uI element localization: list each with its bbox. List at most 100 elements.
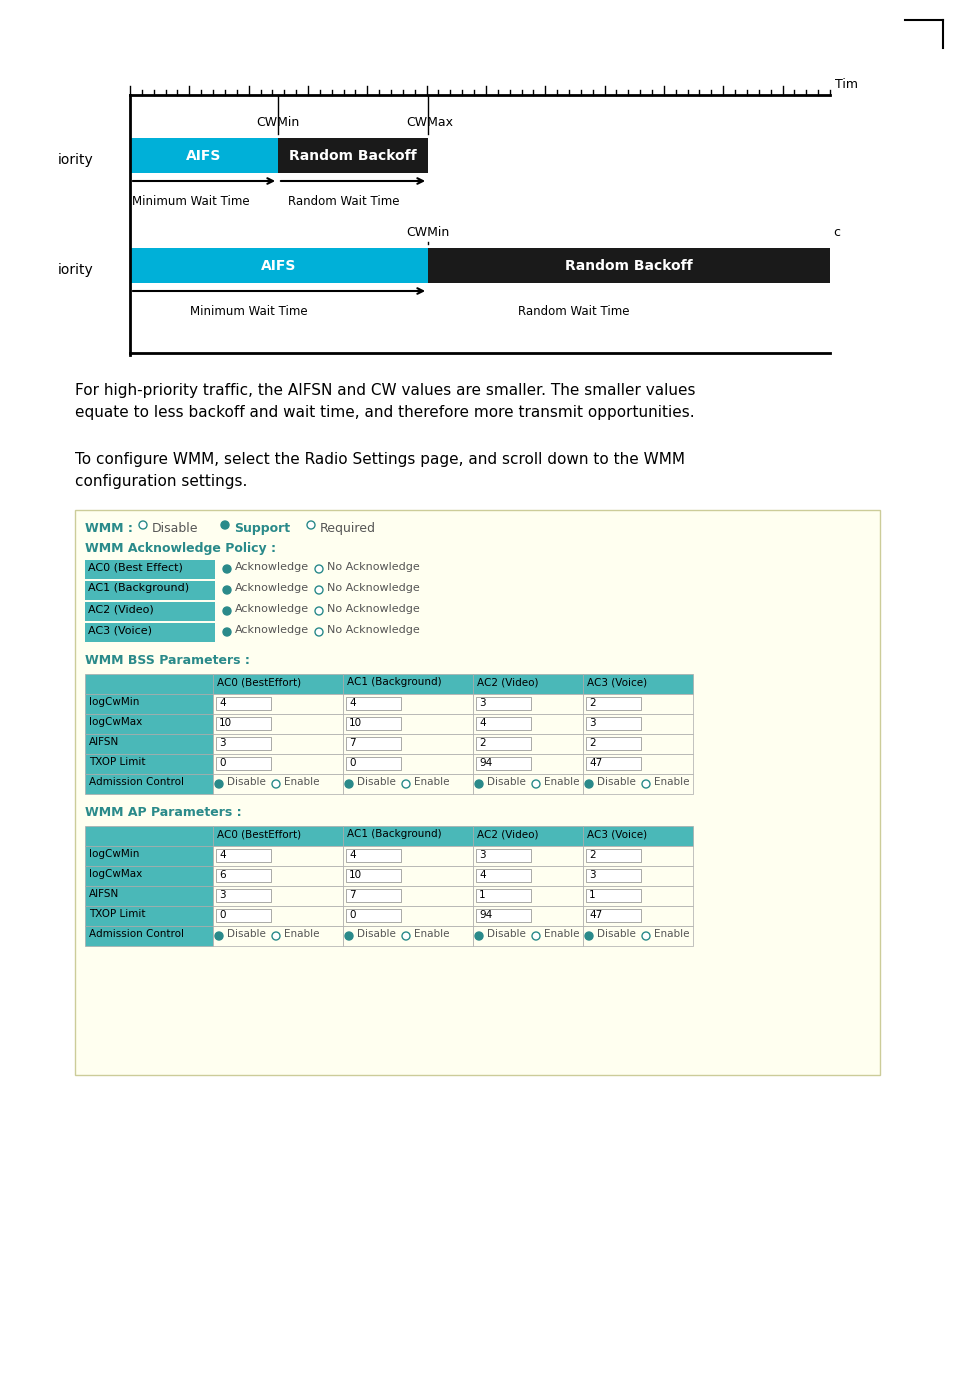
Bar — [343, 694, 473, 713]
Bar — [75, 509, 879, 1074]
Text: AC2 (Video): AC2 (Video) — [476, 677, 537, 687]
Bar — [215, 756, 271, 770]
Text: 7: 7 — [349, 738, 355, 748]
Bar — [213, 775, 343, 794]
Text: Enable: Enable — [543, 929, 578, 940]
Bar — [343, 906, 473, 926]
Bar — [85, 926, 213, 947]
Bar — [473, 713, 582, 734]
Bar — [213, 886, 343, 906]
Bar — [213, 754, 343, 775]
Bar — [585, 869, 640, 881]
Bar — [346, 756, 400, 770]
Bar — [343, 734, 473, 754]
Text: 2: 2 — [588, 738, 595, 748]
Text: 3: 3 — [588, 870, 595, 880]
Circle shape — [314, 607, 323, 615]
Bar — [582, 775, 692, 794]
Text: 2: 2 — [588, 698, 595, 708]
Text: AC2 (Video): AC2 (Video) — [476, 829, 537, 838]
Bar — [85, 886, 213, 906]
Bar — [585, 737, 640, 750]
Bar — [582, 866, 692, 886]
Text: 3: 3 — [478, 698, 485, 708]
Text: Disable: Disable — [486, 929, 525, 940]
Circle shape — [223, 586, 231, 594]
Bar — [213, 866, 343, 886]
Text: 0: 0 — [349, 758, 355, 768]
Text: Random Backoff: Random Backoff — [564, 258, 692, 272]
Text: 1: 1 — [588, 890, 595, 899]
Bar — [213, 713, 343, 734]
Text: logCwMin: logCwMin — [89, 697, 139, 706]
Bar — [428, 248, 829, 283]
Text: AIFSN: AIFSN — [89, 888, 119, 899]
Text: AC0 (Best Effect): AC0 (Best Effect) — [88, 562, 183, 572]
Circle shape — [475, 780, 482, 788]
Text: AIFS: AIFS — [261, 258, 296, 272]
Bar — [85, 906, 213, 926]
Text: Random Backoff: Random Backoff — [289, 149, 416, 162]
Text: WMM :: WMM : — [85, 522, 132, 534]
Circle shape — [214, 931, 223, 940]
Text: equate to less backoff and wait time, and therefore more transmit opportunities.: equate to less backoff and wait time, an… — [75, 405, 694, 421]
Text: Disable: Disable — [227, 929, 266, 940]
Text: 4: 4 — [219, 698, 226, 708]
Text: 4: 4 — [349, 698, 355, 708]
Bar — [476, 869, 531, 881]
Text: 10: 10 — [349, 718, 362, 727]
Text: Random Wait Time: Random Wait Time — [288, 194, 399, 208]
Bar — [215, 737, 271, 750]
Text: AC0 (BestEffort): AC0 (BestEffort) — [216, 829, 301, 838]
Circle shape — [475, 931, 482, 940]
Bar — [213, 734, 343, 754]
Bar — [476, 888, 531, 902]
Text: 3: 3 — [478, 849, 485, 861]
Circle shape — [345, 780, 353, 788]
Text: iority: iority — [58, 153, 93, 167]
Bar — [343, 675, 473, 694]
Circle shape — [584, 931, 593, 940]
Circle shape — [223, 565, 231, 573]
Text: No Acknowledge: No Acknowledge — [327, 625, 419, 634]
Text: For high-priority traffic, the AIFSN and CW values are smaller. The smaller valu: For high-priority traffic, the AIFSN and… — [75, 383, 695, 398]
Bar — [277, 137, 428, 174]
Text: logCwMax: logCwMax — [89, 869, 142, 879]
Bar — [585, 849, 640, 862]
Circle shape — [223, 627, 231, 636]
Text: 3: 3 — [588, 718, 595, 727]
Circle shape — [584, 780, 593, 788]
Text: 0: 0 — [219, 911, 225, 920]
Text: 3: 3 — [219, 738, 226, 748]
Text: WMM BSS Parameters :: WMM BSS Parameters : — [85, 654, 250, 668]
Circle shape — [314, 586, 323, 594]
Bar — [476, 718, 531, 730]
Bar — [476, 697, 531, 711]
Bar — [473, 866, 582, 886]
Text: c: c — [832, 226, 840, 239]
Bar — [473, 675, 582, 694]
Bar — [85, 866, 213, 886]
Bar — [213, 826, 343, 847]
Bar — [215, 909, 271, 922]
Circle shape — [214, 780, 223, 788]
Text: Disable: Disable — [227, 777, 266, 787]
Text: 94: 94 — [478, 911, 492, 920]
Bar — [85, 559, 214, 579]
Bar — [85, 847, 213, 866]
Bar — [582, 826, 692, 847]
Text: AIFSN: AIFSN — [89, 737, 119, 747]
Text: AC3 (Voice): AC3 (Voice) — [586, 677, 646, 687]
Bar — [346, 849, 400, 862]
Text: No Acknowledge: No Acknowledge — [327, 604, 419, 613]
Bar — [343, 713, 473, 734]
Text: Disable: Disable — [597, 929, 636, 940]
Bar — [130, 248, 428, 283]
Text: 47: 47 — [588, 758, 601, 768]
Text: Acknowledge: Acknowledge — [234, 562, 309, 572]
Bar — [582, 694, 692, 713]
Bar — [213, 847, 343, 866]
Bar — [343, 754, 473, 775]
Bar — [343, 847, 473, 866]
Text: 10: 10 — [219, 718, 232, 727]
